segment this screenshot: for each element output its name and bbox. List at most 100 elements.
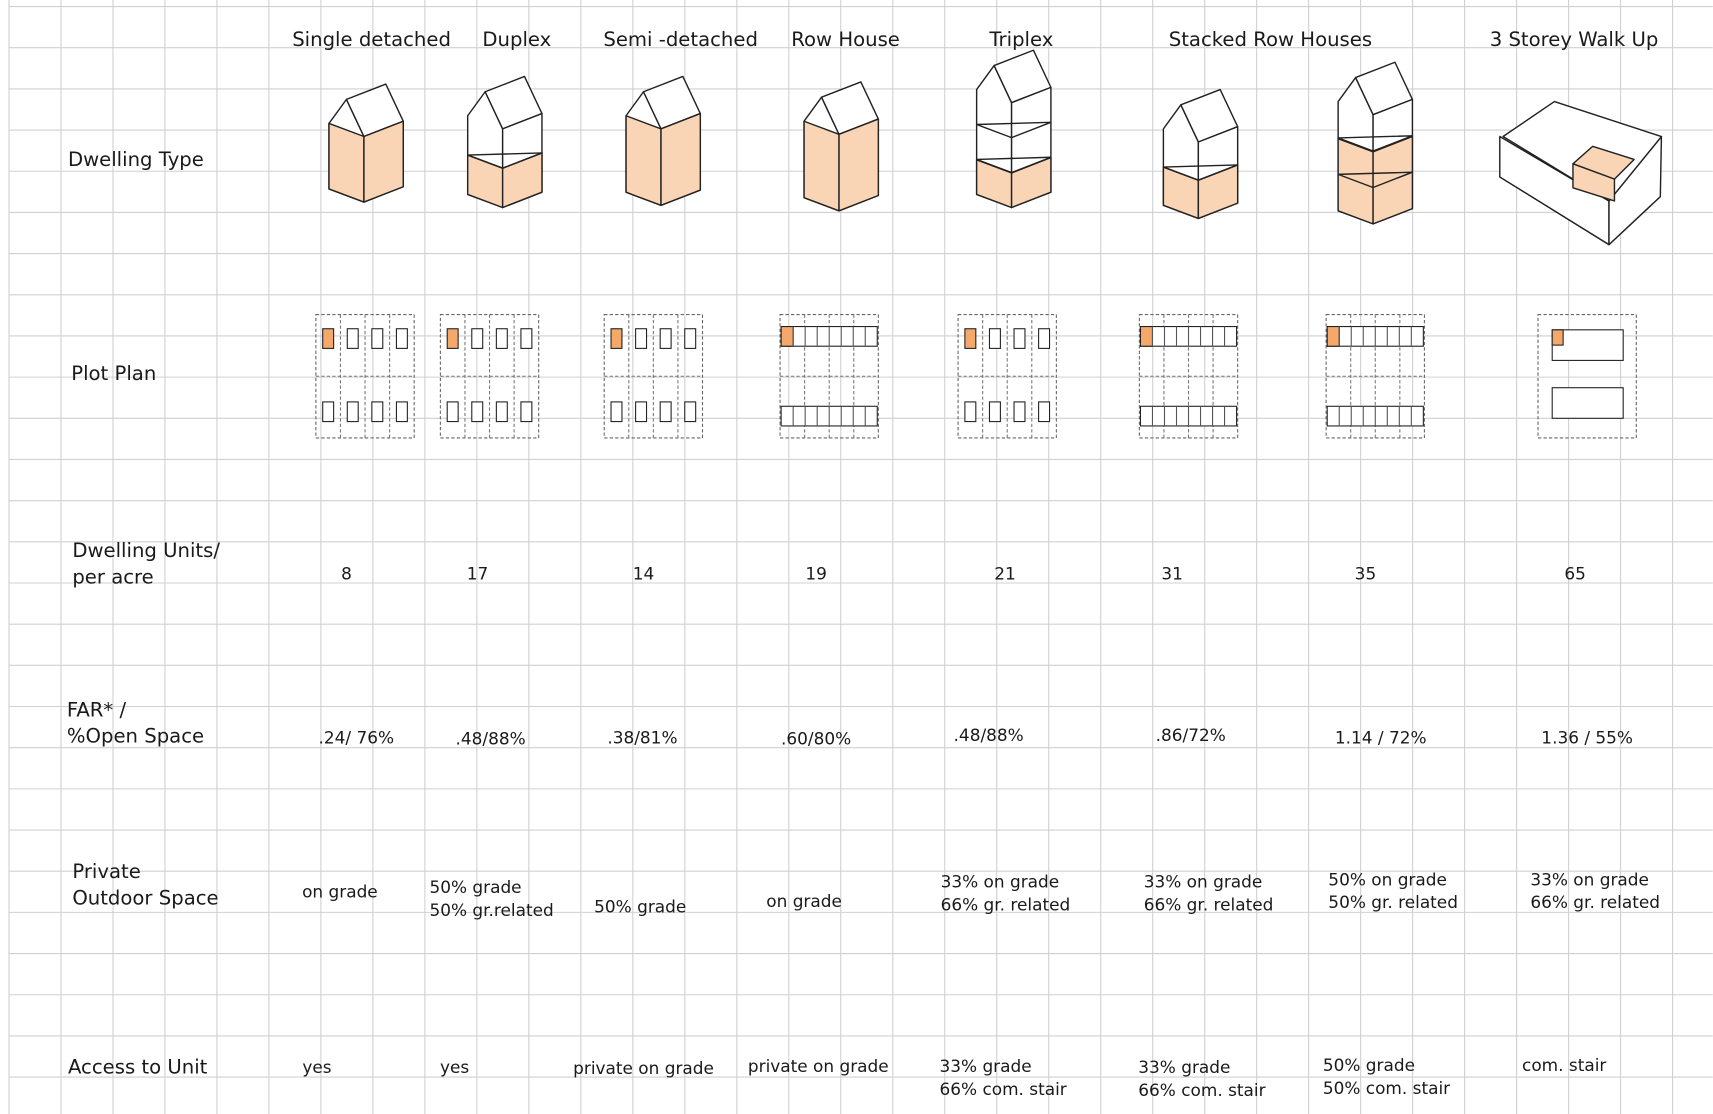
row-label: Outdoor Space [72, 886, 218, 909]
building [322, 328, 335, 349]
cell-value: 50% com. stair [1323, 1078, 1450, 1098]
unit-highlight [1326, 326, 1340, 347]
cell-value: 66% gr. related [941, 894, 1071, 914]
texts: Single detached Duplex Semi -detached Row H… [67, 28, 1660, 1100]
cell-value: 33% grade [940, 1056, 1032, 1076]
building [1038, 328, 1051, 349]
plot-boundary [1537, 313, 1637, 439]
floor-line [975, 156, 1052, 174]
building [471, 401, 484, 423]
floor-line [466, 152, 543, 169]
cell-value: 33% grade [1138, 1057, 1230, 1077]
unit-highlight [1572, 163, 1616, 202]
cell-value: 1.36 / 55% [1541, 727, 1633, 747]
floor-line [975, 121, 1052, 139]
cell-value: 1.14 / 72% [1335, 727, 1427, 747]
building [471, 328, 484, 349]
cell-value: on grade [302, 881, 378, 901]
cell-value: private on grade [573, 1058, 714, 1078]
row-label: %Open Space [67, 725, 204, 748]
cell-value: .48/88% [456, 728, 526, 748]
building [495, 328, 508, 349]
cell-value: 14 [633, 563, 655, 583]
building [1551, 387, 1624, 419]
cell-value: 50% grade [594, 897, 686, 917]
cell-value: .86/72% [1156, 725, 1226, 745]
building [635, 401, 648, 423]
illustrations [315, 49, 1663, 439]
floor-line [1337, 171, 1414, 189]
row-label: Dwelling Type [68, 148, 204, 171]
unit-highlight [1139, 326, 1154, 347]
cell-value: com. stair [1522, 1055, 1606, 1075]
column-header: Semi -detached [603, 28, 758, 51]
building [520, 328, 533, 349]
column-header: Stacked Row Houses [1169, 28, 1372, 51]
unit-highlight [1551, 329, 1564, 346]
building [964, 401, 977, 423]
building [520, 401, 533, 423]
cell-value: 17 [467, 563, 489, 583]
cell-value: 50% grade [429, 877, 521, 897]
house-highlight [363, 120, 404, 203]
row-label: Access to Unit [68, 1056, 208, 1079]
building [635, 328, 648, 349]
house-highlight [660, 112, 702, 207]
building [322, 401, 335, 423]
cell-value: 66% gr. related [1144, 894, 1274, 914]
cell-value: 66% com. stair [1138, 1080, 1265, 1100]
building [346, 401, 359, 423]
cell-value: 33% on grade [1144, 871, 1263, 891]
cell-value: on grade [766, 891, 842, 911]
row-label: Private [72, 860, 140, 883]
cell-value: 50% gr.related [429, 900, 553, 920]
building [684, 328, 697, 349]
cell-value: .48/88% [954, 725, 1024, 745]
house-highlight [328, 122, 365, 203]
column-header: Duplex [482, 28, 551, 51]
cell-value: 35 [1355, 563, 1377, 583]
building [610, 401, 623, 423]
cell-value: .38/81% [607, 727, 677, 747]
building [495, 401, 508, 423]
building [1038, 401, 1051, 423]
building [446, 328, 459, 349]
cell-value: 8 [341, 563, 352, 583]
building [346, 328, 359, 349]
cell-value: private on grade [748, 1056, 889, 1076]
building [659, 328, 672, 349]
cell-value: 50% grade [1323, 1055, 1415, 1075]
cell-value: 65 [1564, 563, 1586, 583]
column-header: Row House [791, 28, 900, 51]
building [659, 401, 672, 423]
building [395, 401, 408, 423]
row-label: Plot Plan [71, 362, 156, 385]
cell-value: 33% on grade [941, 871, 1060, 891]
grid [8, 0, 1713, 1114]
cell-value: yes [440, 1057, 469, 1077]
building [610, 328, 623, 349]
floor-line [1162, 164, 1239, 181]
building [964, 328, 977, 349]
cell-value: 50% on grade [1328, 869, 1447, 889]
cell-value: 21 [994, 563, 1016, 583]
building [1013, 328, 1026, 349]
building [395, 328, 408, 349]
building [988, 328, 1001, 349]
cell-value: yes [302, 1057, 331, 1077]
house-highlight [803, 120, 840, 212]
cell-value: 66% gr. related [1530, 892, 1660, 912]
floor-line [1337, 135, 1414, 152]
cell-value: 31 [1161, 563, 1183, 583]
cell-value: .24/ 76% [319, 727, 395, 747]
cell-value: 50% gr. related [1328, 892, 1458, 912]
unit-highlight [780, 326, 794, 347]
house-highlight [838, 118, 880, 212]
building [988, 401, 1001, 423]
building [684, 401, 697, 423]
building [1013, 401, 1026, 423]
row-label: FAR* / [67, 698, 127, 721]
building [446, 401, 459, 423]
cell-value: .60/80% [781, 728, 851, 748]
